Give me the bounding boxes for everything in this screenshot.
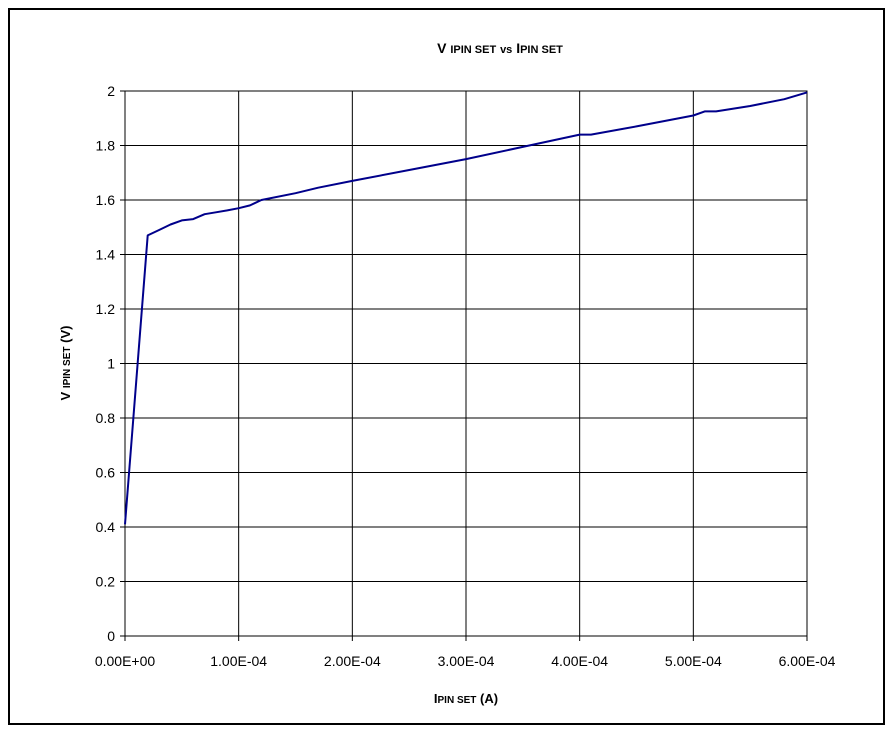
y-axis-label: V IPIN SET (V)	[58, 326, 73, 401]
title-sub1: IPIN SET	[450, 44, 496, 56]
xlabel-sub: PIN SET	[438, 695, 477, 706]
x-tick-label: 4.00E-04	[551, 653, 608, 669]
y-tick-label: 0.4	[96, 519, 116, 535]
title-main2: I	[516, 40, 520, 56]
series-layer	[124, 91, 808, 525]
y-tick-label: 1.2	[96, 301, 116, 317]
x-tick-labels: 0.00E+00 1.00E-04 2.00E-04 3.00E-04 4.00E-04…	[95, 653, 836, 669]
y-tick-label: 0.2	[96, 574, 116, 590]
grid-lines	[124, 90, 808, 637]
chart-title: V IPIN SET vs IPIN SET	[437, 40, 563, 56]
y-tick-label: 1.8	[96, 138, 116, 154]
y-tick-label: 1.6	[96, 192, 116, 208]
y-tick-label: 2	[107, 83, 115, 99]
y-tick-label: 0	[107, 628, 115, 644]
x-tick-label: 5.00E-04	[665, 653, 722, 669]
x-axis-label: IPIN SET (A)	[434, 691, 498, 706]
title-mid: vs	[500, 44, 512, 56]
series-line-0	[124, 91, 808, 525]
chart-frame	[8, 8, 885, 725]
x-tick-label: 3.00E-04	[438, 653, 495, 669]
y-tick-label: 1	[107, 356, 115, 372]
y-tick-labels: 0 0.2 0.4 0.6 0.8 1 1.2 1.4 1.6 1.8 2	[96, 83, 116, 644]
y-tick-label: 0.8	[96, 410, 116, 426]
y-tick-label: 0.6	[96, 465, 116, 481]
ylabel-sub: IPIN SET	[62, 346, 73, 388]
ylabel-main: V	[58, 391, 73, 400]
title-main: V	[437, 40, 447, 56]
xlabel-main: I	[434, 691, 438, 706]
xlabel-unit: (A)	[480, 691, 498, 706]
x-tick-label: 0.00E+00	[95, 653, 156, 669]
title-sub2: PIN SET	[520, 44, 563, 56]
x-tick-label: 1.00E-04	[210, 653, 267, 669]
y-tick-label: 1.4	[96, 247, 116, 263]
ylabel-unit: (V)	[58, 326, 73, 343]
x-tick-label: 6.00E-04	[779, 653, 836, 669]
tick-marks	[120, 90, 808, 641]
x-tick-label: 2.00E-04	[324, 653, 381, 669]
